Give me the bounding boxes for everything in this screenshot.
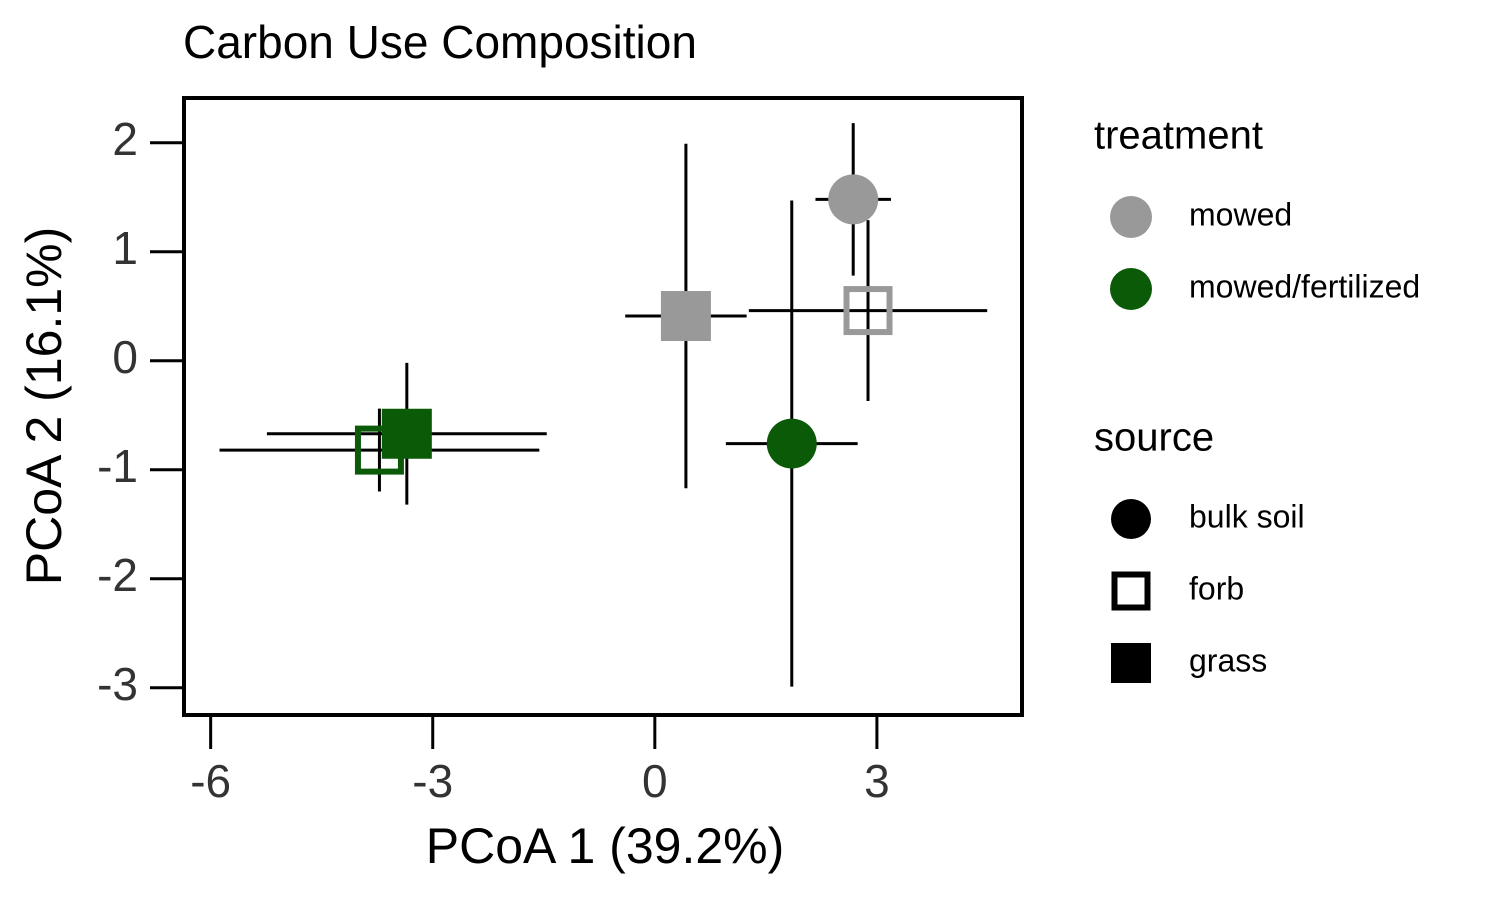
legend-label: mowed/fertilized (1189, 268, 1420, 304)
y-tick-label: -2 (97, 549, 138, 601)
y-tick-label: 1 (112, 222, 138, 274)
legend-swatch (1111, 499, 1151, 539)
x-tick-label: 0 (642, 755, 668, 807)
legend-title: treatment (1094, 114, 1263, 158)
plot-frame (182, 96, 1024, 717)
legend-swatch (1110, 268, 1152, 310)
x-tick-label: -3 (412, 755, 453, 807)
legend-label: mowed (1189, 196, 1292, 232)
point (660, 291, 711, 342)
legend-label: bulk soil (1189, 498, 1305, 534)
y-tick-label: -3 (97, 658, 138, 710)
legend-label: grass (1189, 642, 1267, 678)
point (828, 174, 879, 225)
legend-label: forb (1189, 570, 1244, 606)
y-tick-label: 2 (112, 113, 138, 165)
y-tick-label: -1 (97, 440, 138, 492)
legend-title: source (1094, 416, 1214, 460)
point (381, 408, 432, 459)
chart-title: Carbon Use Composition (183, 16, 697, 68)
y-tick-label: 0 (112, 331, 138, 383)
y-axis-label: PCoA 2 (16.1%) (16, 227, 72, 586)
legend-swatch (1111, 571, 1151, 611)
legend-swatch (1111, 643, 1151, 683)
legend-swatch (1110, 196, 1152, 238)
x-tick-label: -6 (190, 755, 231, 807)
point (766, 418, 817, 469)
x-tick-label: 3 (864, 755, 890, 807)
x-axis-label: PCoA 1 (39.2%) (426, 818, 785, 874)
point (843, 286, 893, 336)
